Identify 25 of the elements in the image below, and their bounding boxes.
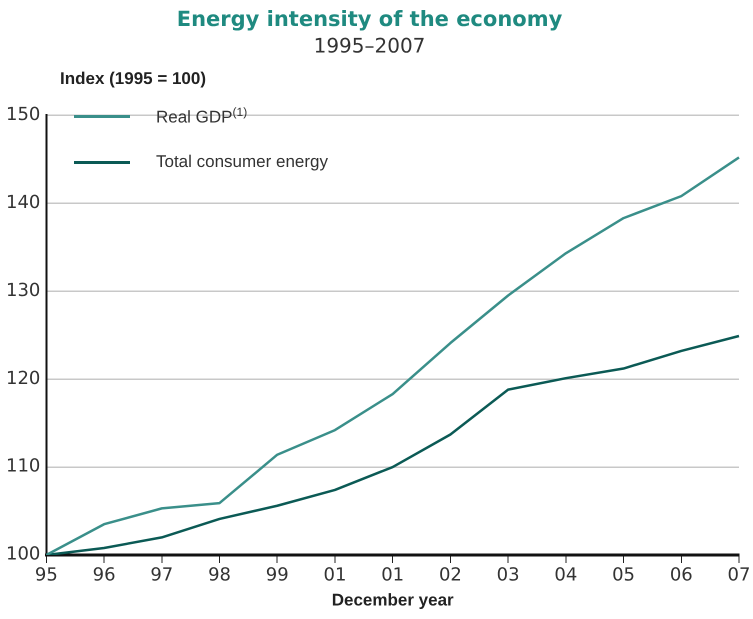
x-tick-label: 06 xyxy=(670,564,693,586)
x-tick-label: 05 xyxy=(612,564,636,586)
y-tick-label: 130 xyxy=(6,280,40,301)
y-tick-label: 150 xyxy=(6,104,40,125)
x-tick-label: 01 xyxy=(381,564,404,586)
x-tick-label: 01 xyxy=(324,564,346,586)
y-axis-title: Index (1995 = 100) xyxy=(60,69,206,89)
chart-title: Energy intensity of the economy xyxy=(176,7,563,32)
x-tick-label: 97 xyxy=(150,564,174,586)
legend-label: Total consumer energy xyxy=(156,152,328,172)
y-tick-label: 140 xyxy=(6,192,40,213)
x-axis-title: December year xyxy=(332,590,454,610)
x-tick-label: 95 xyxy=(34,564,58,586)
x-tick-label: 04 xyxy=(554,564,578,586)
y-tick-label: 120 xyxy=(6,368,40,389)
x-tick-label: 07 xyxy=(728,564,750,586)
legend-label: Real GDP$^{(1)}$ xyxy=(156,104,248,128)
y-tick-label: 110 xyxy=(6,456,40,477)
y-tick-label: 100 xyxy=(6,544,40,565)
x-tick-label: 02 xyxy=(438,564,462,586)
x-tick-label: 96 xyxy=(92,564,116,586)
x-tick-label: 98 xyxy=(208,564,231,586)
x-tick-label: 03 xyxy=(496,564,520,586)
x-tick-label: 99 xyxy=(266,564,289,586)
chart-subtitle: 1995–2007 xyxy=(314,33,426,58)
